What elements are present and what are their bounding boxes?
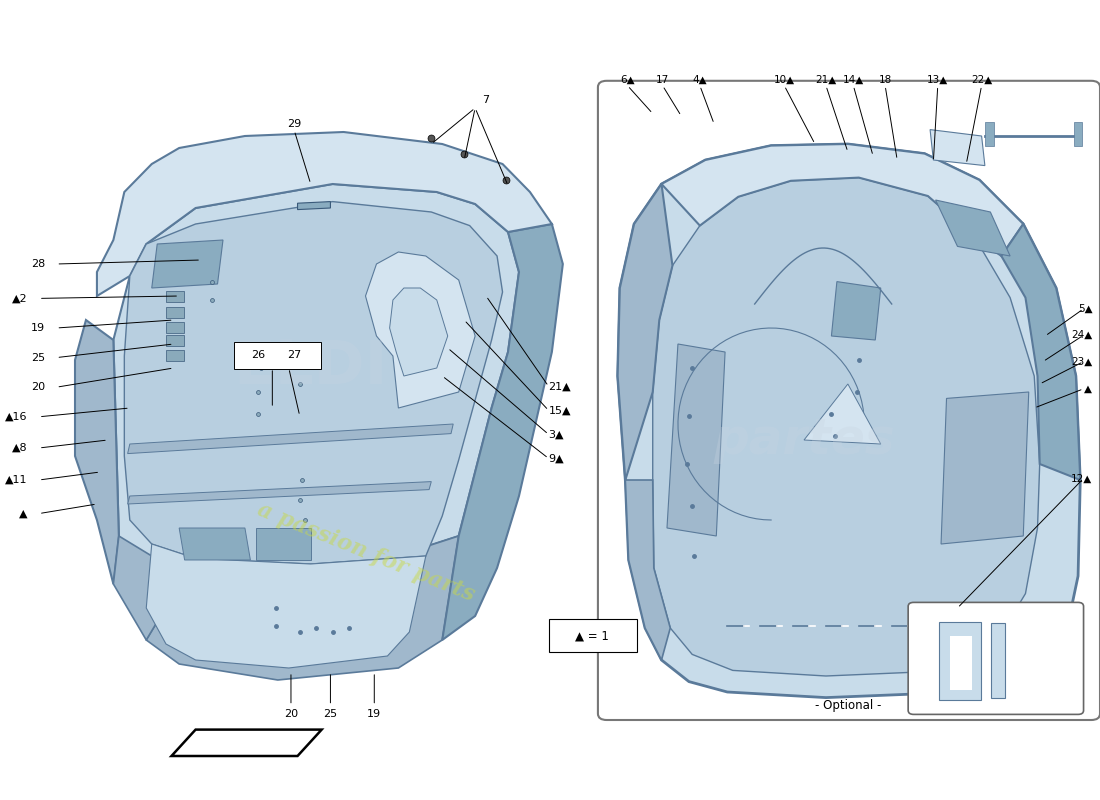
Text: 19: 19 — [31, 323, 45, 333]
Polygon shape — [652, 178, 1040, 676]
Text: 19: 19 — [367, 709, 382, 718]
Text: 26: 26 — [251, 350, 265, 360]
Text: ▲: ▲ — [1085, 384, 1092, 394]
Polygon shape — [661, 144, 1023, 256]
Text: a passion for parts: a passion for parts — [253, 498, 477, 606]
Polygon shape — [617, 144, 1080, 698]
FancyBboxPatch shape — [909, 602, 1084, 714]
Polygon shape — [365, 252, 475, 408]
Polygon shape — [124, 202, 503, 564]
Bar — [939, 622, 980, 700]
Text: 29: 29 — [287, 119, 301, 129]
Polygon shape — [931, 130, 985, 166]
Text: 9▲: 9▲ — [549, 454, 564, 463]
Text: ▲ = 1: ▲ = 1 — [575, 630, 609, 642]
Text: 4▲: 4▲ — [693, 75, 707, 85]
Text: 13▲: 13▲ — [927, 75, 948, 85]
FancyBboxPatch shape — [598, 81, 1100, 720]
Polygon shape — [179, 528, 251, 560]
Bar — [166, 350, 184, 361]
Text: 3▲: 3▲ — [549, 430, 564, 439]
Polygon shape — [113, 184, 519, 584]
Text: 25: 25 — [31, 353, 45, 362]
Polygon shape — [146, 544, 426, 668]
Polygon shape — [172, 730, 321, 756]
Text: 22▲: 22▲ — [971, 75, 992, 85]
Bar — [166, 291, 184, 302]
Text: 28: 28 — [31, 259, 45, 269]
Text: 25: 25 — [323, 709, 338, 718]
Bar — [949, 636, 971, 690]
Text: 27: 27 — [287, 350, 301, 360]
Text: partes: partes — [713, 416, 894, 464]
Text: ▲16: ▲16 — [6, 412, 28, 422]
Bar — [166, 307, 184, 318]
Text: 14▲: 14▲ — [843, 75, 864, 85]
Polygon shape — [1001, 224, 1080, 480]
Text: 20: 20 — [31, 382, 45, 392]
Text: 21▲: 21▲ — [549, 382, 571, 391]
Text: 24▲: 24▲ — [1071, 330, 1092, 340]
Text: 10▲: 10▲ — [773, 75, 795, 85]
Polygon shape — [625, 480, 670, 660]
Text: ▲: ▲ — [20, 509, 28, 518]
Polygon shape — [256, 528, 310, 560]
Text: 21▲: 21▲ — [815, 75, 837, 85]
Polygon shape — [97, 132, 552, 296]
Text: 18: 18 — [879, 75, 892, 85]
Text: 7: 7 — [483, 95, 490, 105]
Polygon shape — [667, 344, 725, 536]
Polygon shape — [128, 482, 431, 504]
FancyBboxPatch shape — [234, 342, 320, 369]
Bar — [991, 623, 1004, 698]
Polygon shape — [152, 240, 223, 288]
Text: 6▲: 6▲ — [620, 75, 635, 85]
Polygon shape — [113, 536, 185, 640]
Polygon shape — [442, 224, 563, 640]
Polygon shape — [128, 424, 453, 454]
Bar — [166, 322, 184, 333]
Polygon shape — [804, 384, 881, 444]
Polygon shape — [146, 536, 459, 680]
Text: 20: 20 — [284, 709, 298, 718]
Text: 17: 17 — [656, 75, 669, 85]
Text: 23▲: 23▲ — [1071, 357, 1092, 366]
Text: 12▲: 12▲ — [1071, 474, 1092, 483]
Polygon shape — [297, 202, 330, 210]
Polygon shape — [936, 200, 1010, 256]
Text: ELDI: ELDI — [233, 338, 388, 398]
FancyBboxPatch shape — [549, 619, 637, 652]
Polygon shape — [617, 184, 672, 480]
Text: ▲11: ▲11 — [6, 475, 28, 485]
Text: ▲8: ▲8 — [12, 443, 28, 453]
Text: 15▲: 15▲ — [549, 406, 571, 415]
Polygon shape — [832, 282, 881, 340]
Text: ▲2: ▲2 — [12, 294, 28, 303]
Text: 5▲: 5▲ — [1078, 304, 1092, 314]
Bar — [166, 335, 184, 346]
Text: - Optional -: - Optional - — [815, 699, 881, 712]
Polygon shape — [940, 392, 1028, 544]
Bar — [984, 122, 993, 146]
Bar — [1074, 122, 1082, 146]
Polygon shape — [75, 320, 119, 584]
Polygon shape — [389, 288, 448, 376]
